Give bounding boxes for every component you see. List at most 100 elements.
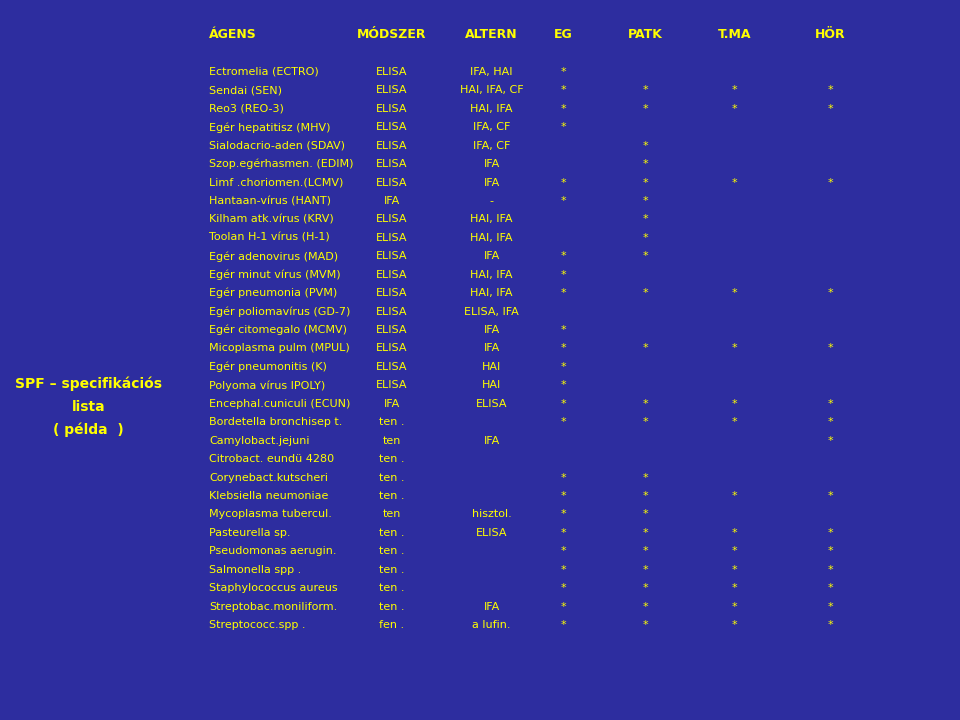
Text: *: * — [732, 86, 737, 96]
Text: *: * — [642, 343, 648, 354]
Text: IFA: IFA — [484, 601, 499, 611]
Text: *: * — [561, 620, 566, 630]
Text: *: * — [561, 178, 566, 188]
Text: IFA: IFA — [484, 343, 499, 354]
Text: *: * — [561, 399, 566, 409]
Text: IFA: IFA — [484, 159, 499, 169]
Text: *: * — [732, 104, 737, 114]
Text: Klebsiella neumoniae: Klebsiella neumoniae — [209, 491, 328, 501]
Text: *: * — [642, 86, 648, 96]
Text: *: * — [642, 546, 648, 557]
Text: IFA: IFA — [484, 251, 499, 261]
Text: *: * — [642, 104, 648, 114]
Text: IFA: IFA — [384, 399, 399, 409]
Text: Micoplasma pulm (MPUL): Micoplasma pulm (MPUL) — [209, 343, 350, 354]
Text: Egér minut vírus (MVM): Egér minut vírus (MVM) — [209, 269, 341, 280]
Text: *: * — [732, 399, 737, 409]
Text: *: * — [732, 564, 737, 575]
Text: ten .: ten . — [379, 546, 404, 557]
Text: ten: ten — [382, 509, 401, 519]
Text: Encephal.cuniculi (ECUN): Encephal.cuniculi (ECUN) — [209, 399, 350, 409]
Text: *: * — [642, 140, 648, 150]
Text: Kilham atk.vírus (KRV): Kilham atk.vírus (KRV) — [209, 215, 334, 225]
Text: *: * — [561, 380, 566, 390]
Text: ELISA: ELISA — [376, 307, 407, 317]
Text: ten: ten — [382, 436, 401, 446]
Text: *: * — [561, 343, 566, 354]
Text: Egér pneumonia (PVM): Egér pneumonia (PVM) — [209, 288, 338, 298]
Text: *: * — [561, 67, 566, 77]
Text: *: * — [561, 104, 566, 114]
Text: *: * — [828, 601, 833, 611]
Text: Szop.egérhasmen. (EDIM): Szop.egérhasmen. (EDIM) — [209, 159, 354, 169]
Text: Sialodacrio-aden (SDAV): Sialodacrio-aden (SDAV) — [209, 140, 346, 150]
Text: Camylobact.jejuni: Camylobact.jejuni — [209, 436, 310, 446]
Text: *: * — [828, 343, 833, 354]
Text: ELISA: ELISA — [376, 178, 407, 188]
Text: *: * — [828, 399, 833, 409]
Text: *: * — [642, 233, 648, 243]
Text: ALTERN: ALTERN — [466, 28, 517, 41]
Text: *: * — [561, 196, 566, 206]
Text: T.MA: T.MA — [718, 28, 751, 41]
Text: *: * — [828, 417, 833, 427]
Text: ELISA: ELISA — [376, 86, 407, 96]
Text: *: * — [561, 564, 566, 575]
Text: *: * — [642, 178, 648, 188]
Text: *: * — [828, 288, 833, 298]
Text: Egér citomegalo (MCMV): Egér citomegalo (MCMV) — [209, 325, 348, 336]
Text: Egér adenovirus (MAD): Egér adenovirus (MAD) — [209, 251, 339, 261]
Text: Streptococc.spp .: Streptococc.spp . — [209, 620, 306, 630]
Text: MÓDSZER: MÓDSZER — [357, 28, 426, 41]
Text: Pseudomonas aerugin.: Pseudomonas aerugin. — [209, 546, 337, 557]
Text: IFA, HAI: IFA, HAI — [470, 67, 513, 77]
Text: Staphylococcus aureus: Staphylococcus aureus — [209, 583, 338, 593]
Text: *: * — [561, 546, 566, 557]
Text: *: * — [642, 583, 648, 593]
Text: ÁGENS: ÁGENS — [209, 28, 257, 41]
Text: *: * — [561, 86, 566, 96]
Text: EG: EG — [554, 28, 573, 41]
Text: Salmonella spp .: Salmonella spp . — [209, 564, 301, 575]
Text: *: * — [561, 491, 566, 501]
Text: ten .: ten . — [379, 583, 404, 593]
Text: Limf .choriomen.(LCMV): Limf .choriomen.(LCMV) — [209, 178, 344, 188]
Text: Corynebact.kutscheri: Corynebact.kutscheri — [209, 472, 328, 482]
Text: *: * — [561, 528, 566, 538]
Text: Egér hepatitisz (MHV): Egér hepatitisz (MHV) — [209, 122, 331, 132]
Text: *: * — [642, 215, 648, 225]
Text: fen .: fen . — [379, 620, 404, 630]
Text: Egér poliomavírus (GD-7): Egér poliomavírus (GD-7) — [209, 307, 350, 317]
Text: Streptobac.moniliform.: Streptobac.moniliform. — [209, 601, 338, 611]
Text: Toolan H-1 vírus (H-1): Toolan H-1 vírus (H-1) — [209, 233, 330, 243]
Text: ELISA: ELISA — [476, 399, 507, 409]
Text: HAI: HAI — [482, 380, 501, 390]
Text: Reo3 (REO-3): Reo3 (REO-3) — [209, 104, 284, 114]
Text: ELISA: ELISA — [376, 362, 407, 372]
Text: ELISA: ELISA — [476, 528, 507, 538]
Text: *: * — [642, 288, 648, 298]
Text: *: * — [828, 104, 833, 114]
Text: *: * — [828, 178, 833, 188]
Text: Citrobact. eundü 4280: Citrobact. eundü 4280 — [209, 454, 334, 464]
Text: *: * — [732, 601, 737, 611]
Text: ELISA: ELISA — [376, 251, 407, 261]
Text: HAI: HAI — [482, 362, 501, 372]
Text: *: * — [828, 528, 833, 538]
Text: *: * — [561, 270, 566, 280]
Text: *: * — [828, 583, 833, 593]
Text: *: * — [561, 288, 566, 298]
Text: IFA, CF: IFA, CF — [473, 140, 510, 150]
Text: Polyoma vírus IPOLY): Polyoma vírus IPOLY) — [209, 380, 325, 390]
Text: *: * — [828, 564, 833, 575]
Text: *: * — [561, 251, 566, 261]
Text: HAI, IFA: HAI, IFA — [470, 270, 513, 280]
Text: *: * — [561, 601, 566, 611]
Text: ten .: ten . — [379, 454, 404, 464]
Text: IFA, CF: IFA, CF — [473, 122, 510, 132]
Text: *: * — [732, 343, 737, 354]
Text: -: - — [490, 196, 493, 206]
Text: ELISA: ELISA — [376, 233, 407, 243]
Text: *: * — [828, 436, 833, 446]
Text: *: * — [561, 472, 566, 482]
